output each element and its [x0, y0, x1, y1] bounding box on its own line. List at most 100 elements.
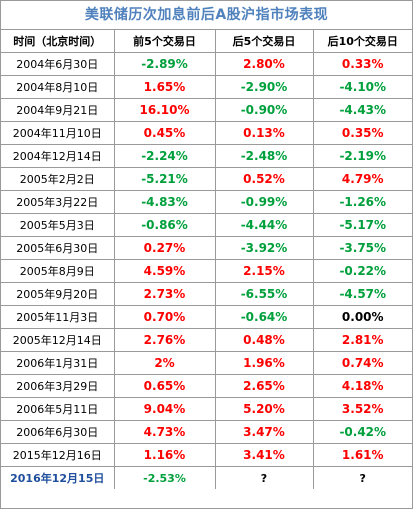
row-after5-change: -4.44%: [214, 213, 314, 237]
table-row: 2005年9月20日 2.73% -6.55% -4.57%: [1, 282, 412, 306]
row-after5-change: ?: [214, 466, 314, 489]
row-date: 2004年9月21日: [1, 98, 115, 122]
table-row: 2005年3月22日 -4.83% -0.99% -1.26%: [1, 190, 412, 214]
row-date: 2005年5月3日: [1, 213, 115, 237]
row-after10-change: -2.19%: [312, 144, 412, 168]
row-after5-change: -0.64%: [214, 305, 314, 329]
table-row: 2005年2月2日 -5.21% 0.52% 4.79%: [1, 167, 412, 191]
table-row: 2005年5月3日 -0.86% -4.44% -5.17%: [1, 213, 412, 237]
row-after10-change: 0.74%: [312, 351, 412, 375]
row-after10-change: -4.43%: [312, 98, 412, 122]
table-body: 2004年6月30日 -2.89% 2.80% 0.33% 2004年8月10日 1.65…: [1, 52, 412, 489]
row-after10-change: 4.18%: [312, 374, 412, 398]
row-after10-change: 0.35%: [312, 121, 412, 145]
row-after5-change: 1.96%: [214, 351, 314, 375]
row-before5-change: 4.59%: [113, 259, 216, 283]
row-date: 2005年11月3日: [1, 305, 115, 329]
row-date: 2005年3月22日: [1, 190, 115, 214]
table-row: 2004年11月10日 0.45% 0.13% 0.35%: [1, 121, 412, 145]
row-date: 2005年12月14日: [1, 328, 115, 352]
row-after10-change: -1.26%: [312, 190, 412, 214]
row-date: 2004年6月30日: [1, 52, 115, 76]
row-date: 2005年9月20日: [1, 282, 115, 306]
row-after10-change: -4.10%: [312, 75, 412, 99]
row-after10-change: -0.42%: [312, 420, 412, 444]
row-before5-change: 16.10%: [113, 98, 216, 122]
header-row: 时间（北京时间） 前5个交易日 后5个交易日 后10个交易日: [1, 30, 412, 53]
table-row: 2004年6月30日 -2.89% 2.80% 0.33%: [1, 52, 412, 76]
row-date: 2004年8月10日: [1, 75, 115, 99]
row-after10-change: -5.17%: [312, 213, 412, 237]
row-before5-change: 2.73%: [113, 282, 216, 306]
market-performance-table: 时间（北京时间） 前5个交易日 后5个交易日 后10个交易日 2004年6月30…: [1, 30, 412, 489]
table-row: 2004年8月10日 1.65% -2.90% -4.10%: [1, 75, 412, 99]
row-before5-change: 4.73%: [113, 420, 216, 444]
table-row: 2005年8月9日 4.59% 2.15% -0.22%: [1, 259, 412, 283]
row-after10-change: -0.22%: [312, 259, 412, 283]
row-after10-change: ?: [312, 466, 412, 489]
row-date: 2006年1月31日: [1, 351, 115, 375]
row-after5-change: -0.99%: [214, 190, 314, 214]
row-after5-change: -2.90%: [214, 75, 314, 99]
row-before5-change: 2%: [113, 351, 216, 375]
row-after5-change: 2.80%: [214, 52, 314, 76]
row-before5-change: -2.53%: [113, 466, 216, 489]
row-after5-change: 3.41%: [214, 443, 314, 467]
row-before5-change: -2.89%: [113, 52, 216, 76]
row-date: 2006年5月11日: [1, 397, 115, 421]
row-before5-change: 1.65%: [113, 75, 216, 99]
table-row: 2006年1月31日 2% 1.96% 0.74%: [1, 351, 412, 375]
row-before5-change: 0.45%: [113, 121, 216, 145]
row-after5-change: 0.48%: [214, 328, 314, 352]
row-before5-change: -0.86%: [113, 213, 216, 237]
row-after10-change: 0.33%: [312, 52, 412, 76]
row-before5-change: -2.24%: [113, 144, 216, 168]
row-after10-change: 3.52%: [312, 397, 412, 421]
header-after-5-days: 后5个交易日: [214, 30, 314, 53]
row-after10-change: -4.57%: [312, 282, 412, 306]
row-after5-change: 3.47%: [214, 420, 314, 444]
row-after5-change: 2.15%: [214, 259, 314, 283]
row-before5-change: 0.70%: [113, 305, 216, 329]
row-before5-change: 0.65%: [113, 374, 216, 398]
table-row: 2005年6月30日 0.27% -3.92% -3.75%: [1, 236, 412, 260]
row-after10-change: 4.79%: [312, 167, 412, 191]
row-after5-change: -3.92%: [214, 236, 314, 260]
row-before5-change: -5.21%: [113, 167, 216, 191]
table-row: 2004年12月14日 -2.24% -2.48% -2.19%: [1, 144, 412, 168]
table-row: 2005年11月3日 0.70% -0.64% 0.00%: [1, 305, 412, 329]
row-after5-change: -6.55%: [214, 282, 314, 306]
row-before5-change: 1.16%: [113, 443, 216, 467]
row-date: 2005年2月2日: [1, 167, 115, 191]
row-date: 2006年3月29日: [1, 374, 115, 398]
row-after10-change: 1.61%: [312, 443, 412, 467]
header-before-5-days: 前5个交易日: [113, 30, 216, 53]
table-row: 2006年5月11日 9.04% 5.20% 3.52%: [1, 397, 412, 421]
row-date: 2006年6月30日: [1, 420, 115, 444]
table-row: 2016年12月15日 -2.53%??: [1, 466, 412, 489]
row-after5-change: -0.90%: [214, 98, 314, 122]
row-after5-change: 0.52%: [214, 167, 314, 191]
row-date: 2005年6月30日: [1, 236, 115, 260]
row-after10-change: 2.81%: [312, 328, 412, 352]
table-row: 2004年9月21日 16.10% -0.90% -4.43%: [1, 98, 412, 122]
table-row: 2006年3月29日 0.65% 2.65% 4.18%: [1, 374, 412, 398]
row-date: 2004年12月14日: [1, 144, 115, 168]
row-after5-change: 2.65%: [214, 374, 314, 398]
table-title: 美联储历次加息前后A股沪指市场表现: [1, 1, 412, 30]
row-after5-change: 5.20%: [214, 397, 314, 421]
row-before5-change: 2.76%: [113, 328, 216, 352]
header-date: 时间（北京时间）: [1, 30, 115, 53]
row-date: 2005年8月9日: [1, 259, 115, 283]
row-date: 2015年12月16日: [1, 443, 115, 467]
table-row: 2015年12月16日 1.16% 3.41% 1.61%: [1, 443, 412, 467]
row-before5-change: 9.04%: [113, 397, 216, 421]
table-row: 2006年6月30日 4.73% 3.47% -0.42%: [1, 420, 412, 444]
row-before5-change: 0.27%: [113, 236, 216, 260]
row-after10-change: -3.75%: [312, 236, 412, 260]
row-after10-change: 0.00%: [312, 305, 412, 329]
row-after5-change: -2.48%: [214, 144, 314, 168]
row-date: 2016年12月15日: [1, 466, 115, 489]
table-row: 2005年12月14日 2.76% 0.48% 2.81%: [1, 328, 412, 352]
